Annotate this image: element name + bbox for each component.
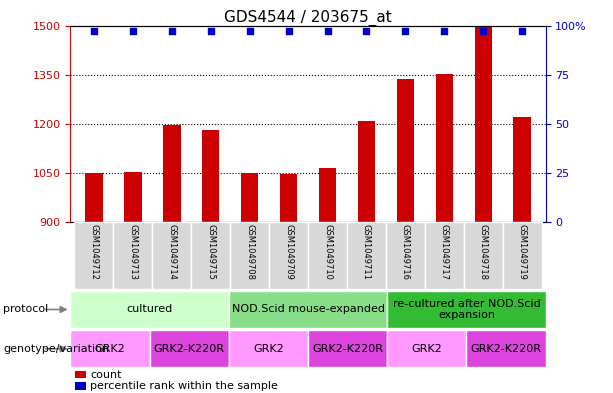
Bar (229, 330, 308, 367)
Bar (229, 291, 387, 328)
Point (440, 28, 449, 35)
Bar (75, 371, 86, 378)
Text: GSM1049716: GSM1049716 (401, 224, 410, 280)
Text: GSM1049719: GSM1049719 (518, 224, 527, 280)
Bar (85, 173, 102, 222)
FancyBboxPatch shape (152, 222, 191, 289)
Bar (202, 130, 219, 222)
Bar (308, 330, 387, 367)
Point (128, 28, 138, 35)
Bar (280, 174, 297, 222)
Text: GSM1049710: GSM1049710 (323, 224, 332, 280)
Point (478, 28, 488, 35)
Text: GRK2-K220R: GRK2-K220R (154, 344, 225, 354)
Point (362, 28, 371, 35)
Title: GDS4544 / 203675_at: GDS4544 / 203675_at (224, 9, 392, 26)
Bar (319, 168, 337, 222)
Point (284, 28, 294, 35)
Text: GRK2: GRK2 (411, 344, 442, 354)
Point (517, 28, 527, 35)
Text: NOD.Scid mouse-expanded: NOD.Scid mouse-expanded (232, 305, 384, 314)
FancyBboxPatch shape (308, 222, 347, 289)
Text: GSM1049708: GSM1049708 (245, 224, 254, 280)
FancyBboxPatch shape (503, 222, 542, 289)
Point (167, 28, 177, 35)
Bar (75, 382, 86, 390)
Point (322, 28, 332, 35)
Bar (241, 173, 259, 222)
Point (400, 28, 410, 35)
Text: GRK2: GRK2 (95, 344, 126, 354)
Text: re-cultured after NOD.Scid
expansion: re-cultured after NOD.Scid expansion (392, 299, 540, 320)
Point (89, 28, 99, 35)
Text: GRK2: GRK2 (253, 344, 284, 354)
Text: GSM1049718: GSM1049718 (479, 224, 488, 280)
Bar (466, 330, 546, 367)
Point (206, 28, 216, 35)
Bar (436, 74, 453, 222)
Bar (70, 291, 229, 328)
Point (245, 28, 254, 35)
Text: cultured: cultured (126, 305, 173, 314)
Text: count: count (91, 370, 122, 380)
Text: percentile rank within the sample: percentile rank within the sample (91, 381, 278, 391)
FancyBboxPatch shape (425, 222, 464, 289)
FancyBboxPatch shape (269, 222, 308, 289)
FancyBboxPatch shape (74, 222, 113, 289)
Text: GSM1049714: GSM1049714 (167, 224, 177, 280)
FancyBboxPatch shape (386, 222, 425, 289)
Text: protocol: protocol (3, 305, 48, 314)
Text: genotype/variation: genotype/variation (3, 344, 109, 354)
Text: GSM1049713: GSM1049713 (128, 224, 137, 280)
Bar (124, 172, 142, 222)
Bar (397, 79, 414, 222)
FancyBboxPatch shape (191, 222, 230, 289)
Bar (387, 330, 466, 367)
Bar (357, 121, 375, 222)
Text: GSM1049717: GSM1049717 (440, 224, 449, 280)
FancyBboxPatch shape (230, 222, 269, 289)
FancyBboxPatch shape (113, 222, 152, 289)
Text: GSM1049709: GSM1049709 (284, 224, 293, 280)
Bar (163, 125, 180, 222)
Text: GSM1049711: GSM1049711 (362, 224, 371, 280)
Text: GSM1049712: GSM1049712 (89, 224, 98, 280)
Text: GRK2-K220R: GRK2-K220R (312, 344, 383, 354)
Bar (387, 291, 546, 328)
Bar (514, 117, 531, 222)
Text: GRK2-K220R: GRK2-K220R (471, 344, 541, 354)
FancyBboxPatch shape (347, 222, 386, 289)
FancyBboxPatch shape (464, 222, 503, 289)
Text: GSM1049715: GSM1049715 (206, 224, 215, 280)
Bar (474, 26, 492, 222)
Bar (150, 330, 229, 367)
Bar (70, 330, 150, 367)
